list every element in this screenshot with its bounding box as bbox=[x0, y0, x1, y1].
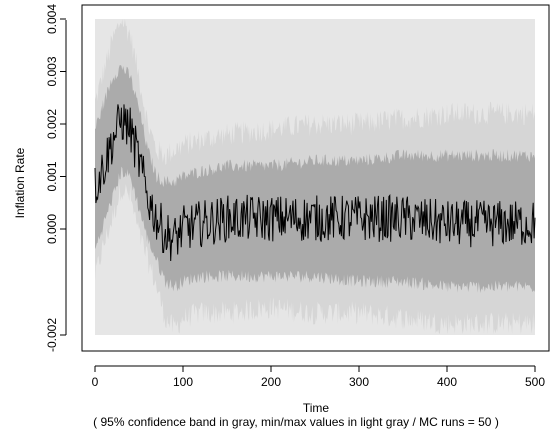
y-tick-label-3: 0.002 bbox=[45, 109, 59, 139]
series-line-mean bbox=[94, 104, 536, 262]
bands-layer bbox=[95, 19, 535, 334]
y-tick-label-4: 0.003 bbox=[45, 56, 59, 86]
y-tick-label-5: 0.004 bbox=[45, 4, 59, 34]
y-tick-label-2: 0.001 bbox=[45, 161, 59, 191]
x-tick-label-200: 200 bbox=[261, 375, 281, 389]
series-lines-layer bbox=[94, 104, 536, 262]
x-tick-label-100: 100 bbox=[173, 375, 193, 389]
y-tick-label-1: 0.000 bbox=[45, 214, 59, 244]
x-tick-label-500: 500 bbox=[525, 375, 545, 389]
chart-caption: ( 95% confidence band in gray, min/max v… bbox=[93, 415, 499, 429]
tick-labels-layer: 0 100 200 300 400 500 -0.002 0.000 0.001 0.002 0.0… bbox=[45, 4, 545, 389]
y-tick-label-0: -0.002 bbox=[45, 318, 59, 352]
y-axis-title: Inflation Rate bbox=[13, 147, 27, 218]
axes-layer bbox=[60, 4, 550, 372]
band-95-confidence-band bbox=[95, 65, 535, 294]
x-tick-label-400: 400 bbox=[437, 375, 457, 389]
plot-frame bbox=[81, 4, 550, 352]
x-tick-label-0: 0 bbox=[92, 375, 99, 389]
x-axis-title: Time bbox=[303, 401, 330, 415]
x-tick-label-300: 300 bbox=[349, 375, 369, 389]
